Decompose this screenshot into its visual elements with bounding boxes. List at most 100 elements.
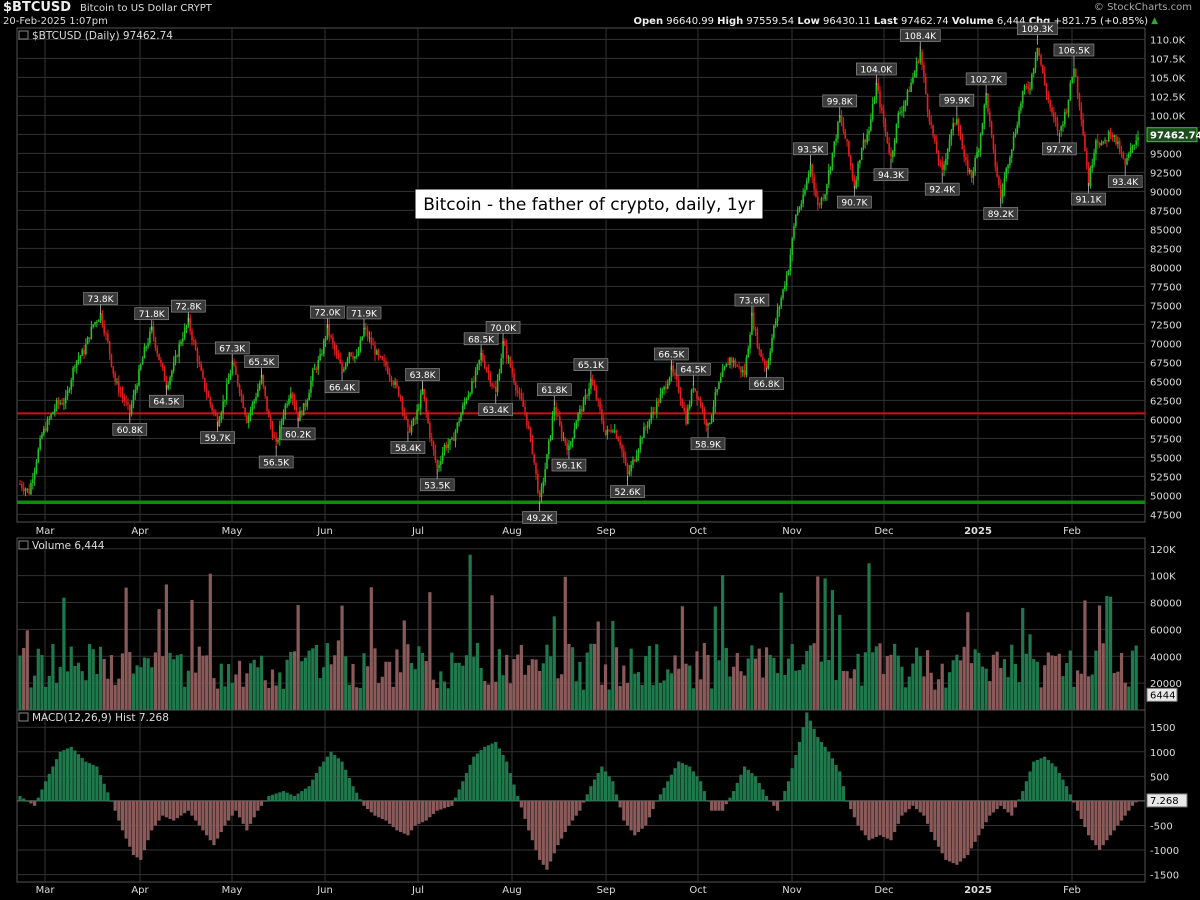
candle-body bbox=[165, 381, 168, 389]
macd-hist-bar bbox=[878, 800, 882, 836]
y-tick-label: 65000 bbox=[1150, 377, 1182, 388]
candle-body bbox=[33, 470, 36, 480]
volume-bar bbox=[417, 646, 421, 710]
volume-bar bbox=[464, 655, 469, 710]
volume-bar bbox=[860, 685, 864, 710]
volume-bar bbox=[164, 584, 168, 710]
candle-body bbox=[167, 384, 170, 389]
x-tick-label: Aug bbox=[502, 885, 522, 896]
candle-body bbox=[612, 431, 614, 433]
macd-hist-bar bbox=[885, 800, 889, 839]
candle-body bbox=[676, 375, 678, 381]
candle-body bbox=[176, 355, 179, 357]
volume-bar bbox=[750, 645, 754, 710]
volume-bar bbox=[362, 653, 366, 710]
candle-body bbox=[1113, 135, 1116, 138]
volume-bar bbox=[351, 663, 355, 710]
volume-bar bbox=[988, 681, 992, 710]
volume-bar bbox=[614, 647, 619, 710]
macd-hist-bar bbox=[860, 800, 864, 831]
candle-body bbox=[868, 130, 870, 135]
macd-hist-bar bbox=[823, 746, 827, 801]
y-tick-label: 75000 bbox=[1150, 301, 1182, 312]
macd-hist-bar bbox=[91, 764, 95, 801]
volume-bar bbox=[636, 672, 641, 710]
volume-bar bbox=[263, 680, 267, 710]
macd-hist-bar bbox=[87, 763, 92, 801]
candle-body bbox=[377, 350, 380, 356]
peak-label: 72.8K bbox=[175, 303, 202, 313]
candle-body bbox=[247, 415, 250, 423]
volume-bar bbox=[245, 673, 249, 710]
candle-body bbox=[246, 415, 248, 423]
candle-body bbox=[829, 167, 832, 171]
candle-body bbox=[886, 131, 889, 143]
volume-bar bbox=[175, 655, 179, 710]
volume-bar bbox=[871, 652, 875, 710]
peak-label-box bbox=[983, 207, 1019, 220]
macd-hist-bar bbox=[775, 800, 780, 811]
volume-bar bbox=[355, 687, 359, 710]
peak-label-box bbox=[1042, 142, 1077, 156]
volume-bar bbox=[142, 657, 147, 710]
peak-label: 108.4K bbox=[904, 32, 937, 42]
candle-body bbox=[644, 426, 647, 428]
candle-body bbox=[934, 135, 936, 142]
panel-toggle-icon bbox=[18, 712, 29, 722]
macd-hist-bar bbox=[366, 800, 370, 810]
candle-body bbox=[494, 387, 497, 393]
candle-body bbox=[862, 139, 865, 149]
candle-body bbox=[1049, 100, 1051, 108]
peak-label: 92.4K bbox=[929, 186, 956, 196]
candle-body bbox=[1042, 64, 1044, 74]
macd-hist-bar bbox=[1079, 800, 1083, 819]
candle-body bbox=[1034, 57, 1037, 69]
macd-hist-bar bbox=[680, 763, 684, 801]
y-tick-label: 92500 bbox=[1150, 168, 1182, 179]
volume-bar bbox=[1076, 670, 1080, 710]
candle-body bbox=[983, 105, 986, 124]
candle-body bbox=[66, 390, 69, 397]
candle-body bbox=[908, 90, 911, 92]
candle-body bbox=[703, 408, 706, 420]
candle-body bbox=[77, 358, 80, 361]
candle-body bbox=[959, 131, 962, 140]
volume-bar bbox=[1097, 605, 1102, 710]
macd-hist-bar bbox=[44, 781, 48, 801]
x-tick-label: Apr bbox=[131, 526, 149, 537]
candle-body bbox=[26, 488, 29, 490]
candle-body bbox=[588, 388, 590, 396]
volume-bar bbox=[318, 678, 322, 710]
candle-body bbox=[396, 381, 398, 387]
macd-hist-bar bbox=[907, 800, 911, 810]
candle-body bbox=[738, 366, 740, 368]
macd-hist-bar bbox=[223, 800, 227, 826]
macd-hist-bar bbox=[398, 800, 403, 833]
candle-body bbox=[668, 377, 671, 384]
candle-body bbox=[926, 93, 929, 112]
candle-body bbox=[57, 400, 60, 404]
volume-bar bbox=[73, 665, 77, 710]
volume-bar bbox=[918, 656, 922, 710]
candle-body bbox=[555, 407, 557, 416]
macd-hist-bar bbox=[186, 800, 190, 811]
candle-body bbox=[399, 396, 402, 398]
volume-bar bbox=[999, 667, 1003, 710]
candle-body bbox=[280, 421, 283, 426]
volume-bar bbox=[76, 662, 81, 710]
candle-body bbox=[785, 274, 788, 286]
candle-body bbox=[462, 405, 464, 414]
x-tick-label: Dec bbox=[874, 526, 893, 537]
peak-label-box bbox=[419, 478, 455, 492]
candle-body bbox=[401, 397, 404, 410]
candle-body bbox=[430, 437, 433, 442]
candle-body bbox=[1129, 147, 1132, 154]
price-panel: 47500 50000 52500 55000 57500 60000 62500 65000… bbox=[16, 22, 1200, 537]
macd-hist-bar bbox=[728, 797, 732, 801]
macd-hist-bar bbox=[596, 773, 600, 801]
y-tick-label: 82500 bbox=[1150, 244, 1182, 255]
candle-body bbox=[1047, 94, 1050, 101]
macd-hist-bar bbox=[442, 800, 447, 809]
volume-bar bbox=[1083, 600, 1087, 710]
peak-label: 63.8K bbox=[410, 371, 437, 381]
